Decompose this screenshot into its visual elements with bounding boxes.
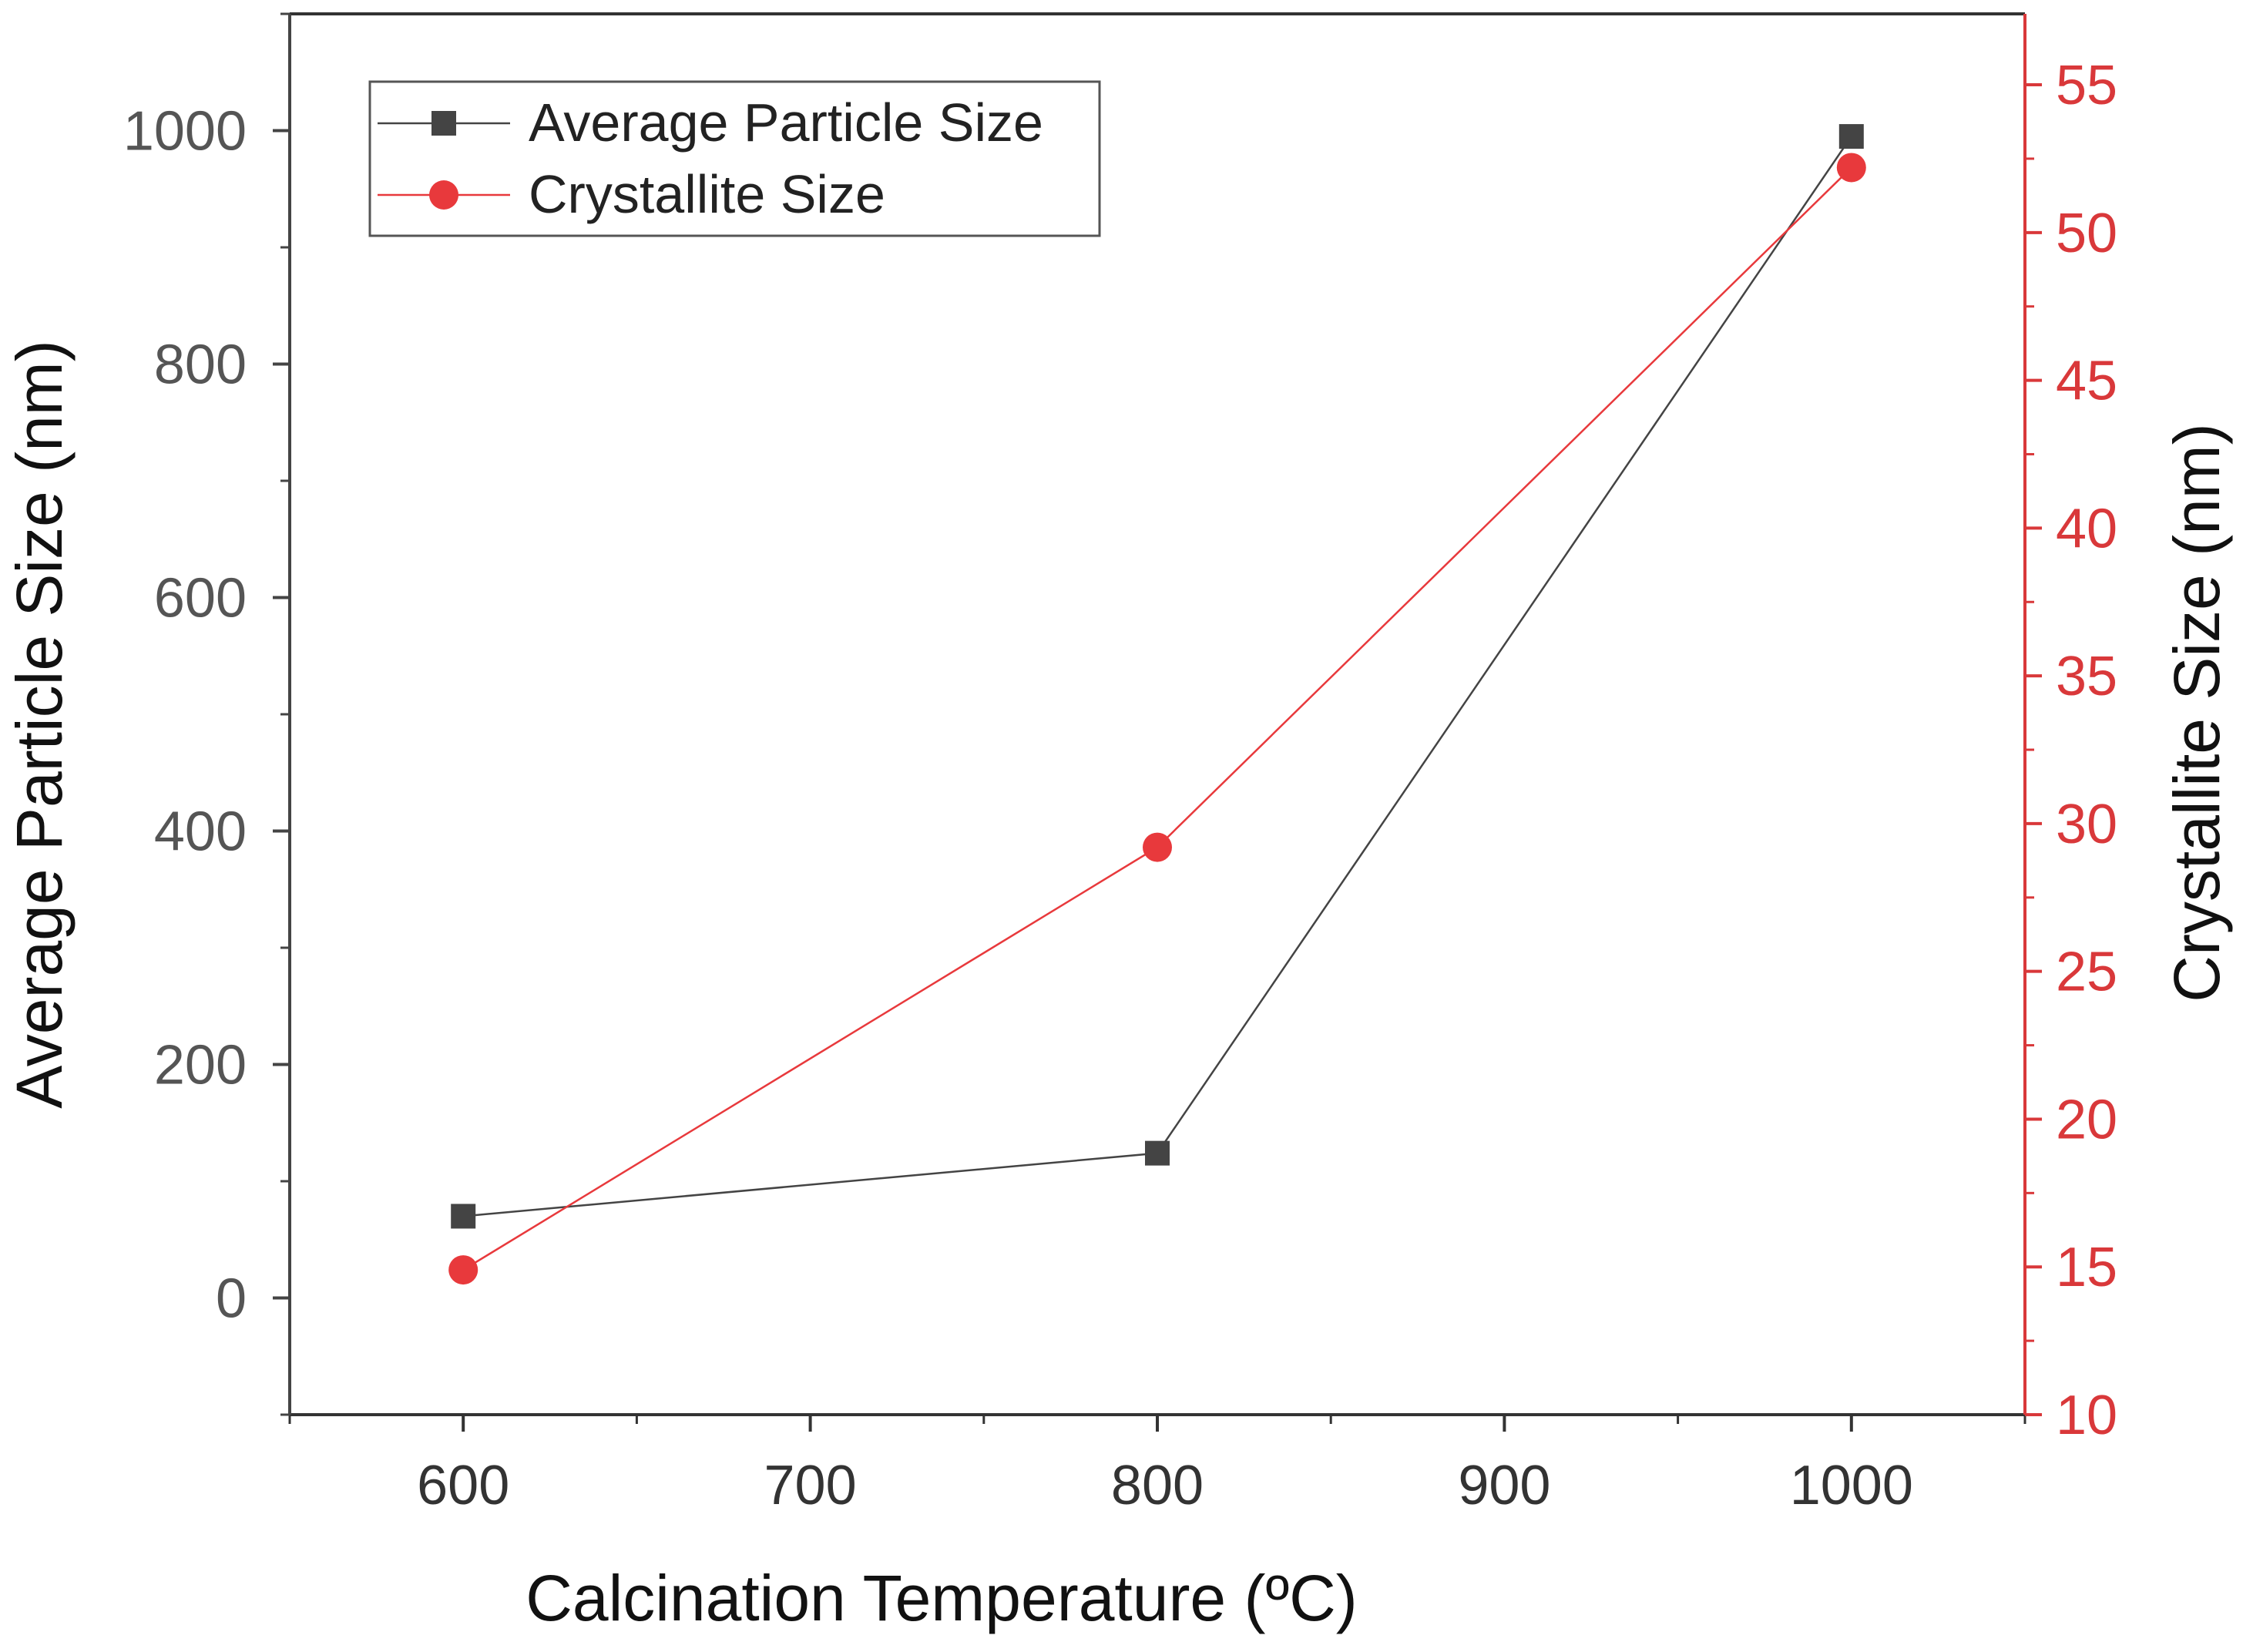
x-tick-label: 600 [417,1455,509,1516]
data-point-average-particle-size [451,1204,476,1229]
y-left-tick-label: 400 [154,801,247,863]
y-axis-right-title: Crystallite Size (nm) [2161,423,2233,1002]
y-left-tick-label: 200 [154,1035,247,1096]
y-left-tick-label: 800 [154,334,247,396]
x-axis: 600 700 800 900 1000 [288,1415,2026,1516]
x-tick-label: 900 [1458,1455,1550,1516]
legend-box [368,80,1101,237]
data-point-crystallite-size [1143,832,1172,862]
legend-marker-average-particle-size [431,111,456,136]
x-tick-label: 800 [1111,1455,1204,1516]
plot-series [448,124,1866,1285]
y-right-tick-label: 30 [2056,794,2117,855]
x-tick-label: 700 [764,1455,857,1516]
y-right-tick-label: 10 [2056,1385,2117,1446]
x-tick-label: 1000 [1790,1455,1913,1516]
legend-label-crystallite-size: Crystallite Size [529,164,885,224]
y-right-tick-label: 35 [2056,646,2117,707]
y-right-tick-label: 25 [2056,942,2117,1003]
y-left-tick-label: 600 [154,568,247,630]
y-left-tick-label: 1000 [123,101,247,163]
y-axis-left: 0 200 400 600 800 1000 [123,12,290,1416]
y-right-tick-label: 15 [2056,1237,2117,1298]
y-right-tick-label: 55 [2056,55,2117,116]
legend-marker-crystallite-size [429,180,458,210]
data-point-crystallite-size [448,1255,478,1285]
data-point-average-particle-size [1145,1140,1170,1166]
y-axis-left-title: Average Particle Size (nm) [3,340,76,1109]
y-axis-right: 10 15 20 25 30 35 40 45 50 55 [2025,55,2117,1446]
y-right-tick-label: 50 [2056,203,2117,264]
legend: Average Particle Size Crystallite Size [368,80,1101,237]
data-point-average-particle-size [1838,124,1864,149]
y-right-tick-label: 45 [2056,351,2117,412]
data-point-crystallite-size [1836,153,1866,183]
y-left-tick-label: 0 [216,1268,247,1330]
x-axis-title: Calcination Temperature (ºC) [525,1562,1358,1634]
y-right-tick-label: 40 [2056,498,2117,559]
y-right-tick-label: 20 [2056,1089,2117,1150]
legend-label-average-particle-size: Average Particle Size [529,92,1043,153]
